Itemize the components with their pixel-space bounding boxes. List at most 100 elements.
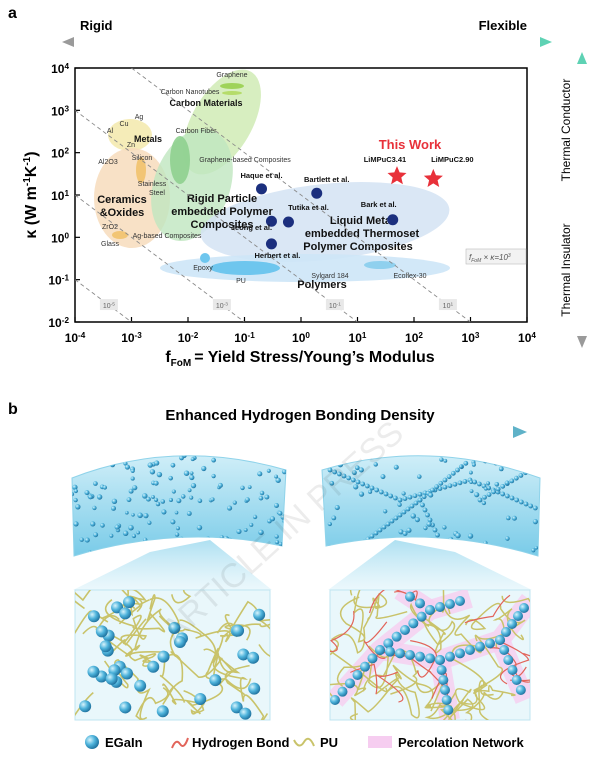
egain-sphere: [507, 665, 518, 675]
pu-chain: [353, 592, 408, 620]
egain-dot: [474, 492, 480, 498]
egain-dot: [147, 520, 152, 525]
egain-dot: [528, 503, 534, 509]
egain-dot: [142, 493, 148, 499]
egain-dot: [93, 532, 99, 538]
egain-sphere: [455, 596, 465, 606]
pu-chain: [105, 594, 166, 633]
egain-sphere: [345, 678, 355, 689]
legend-label: Percolation Network: [398, 735, 524, 750]
egain-dot: [377, 527, 383, 533]
region-label: Glass: [101, 241, 119, 248]
egain-dot: [397, 512, 403, 518]
egain-sphere: [119, 701, 132, 714]
y-axis-label: κ (W m-1K-1): [22, 151, 40, 238]
egain-dot: [257, 471, 263, 477]
point-label: Herbert et al.: [255, 251, 301, 260]
pu-chain: [465, 719, 467, 720]
egain-sphere: [425, 653, 435, 664]
egain-dot: [226, 505, 233, 511]
region-label: Carbon Fiber: [176, 128, 218, 135]
region-label: Al2O3: [98, 159, 118, 166]
egain-dot: [469, 489, 474, 494]
egain-sphere: [120, 667, 133, 680]
egain-sphere: [230, 701, 243, 714]
egain-dot: [447, 483, 453, 489]
egain-dot: [249, 451, 254, 456]
egain-sphere: [415, 651, 425, 662]
egain-dot: [128, 488, 134, 494]
egain-dot: [494, 481, 500, 487]
egain-dot: [380, 474, 386, 480]
egain-dot: [126, 497, 132, 503]
egain-dot: [427, 517, 433, 523]
pu-chain: [129, 651, 162, 667]
egain-dot: [485, 481, 491, 486]
pu-chain: [410, 640, 438, 678]
egain-dot: [160, 499, 166, 504]
egain-dot: [500, 483, 506, 489]
egain-sphere: [79, 700, 92, 713]
egain-dot: [240, 485, 245, 491]
legend-label: EGaIn: [105, 735, 143, 750]
egain-sphere: [425, 605, 435, 615]
egain-dot: [332, 469, 338, 475]
region-label: Graphene: [216, 72, 247, 79]
iso-label: 101: [443, 302, 454, 310]
egain-sphere: [405, 591, 415, 602]
egain-sphere: [209, 674, 222, 687]
egain-dot: [450, 470, 456, 476]
egain-dot: [346, 475, 352, 481]
egain-dot: [511, 515, 517, 521]
egain-dot: [88, 494, 93, 500]
egain-dot: [145, 496, 151, 502]
egain-dot: [176, 498, 182, 504]
egain-dot: [149, 469, 156, 475]
pu-chain: [108, 614, 147, 657]
egain-dot: [170, 519, 176, 525]
egain-dot: [274, 502, 279, 508]
egain-dot: [458, 550, 462, 554]
region-label: Steel: [149, 190, 165, 197]
axis-side-label: Thermal Insulator: [559, 223, 573, 316]
egain-dot: [136, 530, 140, 535]
egain-dot: [153, 497, 159, 502]
egain-dot: [369, 533, 375, 539]
egain-dot: [482, 494, 487, 500]
iso-legend-part: f: [469, 253, 472, 262]
egain-dot: [412, 493, 418, 499]
egain-dot: [274, 539, 280, 545]
egain-dot: [179, 536, 184, 542]
egain-sphere: [455, 648, 465, 659]
egain-sphere: [87, 610, 100, 623]
x-axis-label-part: f: [165, 349, 171, 366]
egain-dot: [156, 544, 162, 549]
egain-sphere: [95, 625, 108, 638]
egain-dot: [232, 500, 237, 505]
egain-dot: [534, 545, 539, 550]
egain-dot: [341, 473, 347, 479]
egain-dot: [237, 444, 242, 449]
egain-dot: [505, 536, 510, 541]
egain-dot: [414, 517, 420, 523]
egain-dot: [92, 457, 97, 462]
egain-dot: [401, 509, 407, 515]
egain-dot: [532, 505, 538, 511]
egain-dot: [174, 510, 179, 515]
egain-dot: [406, 527, 412, 533]
pu-chain: [464, 594, 511, 624]
x-tick-label: 10-4: [65, 331, 86, 345]
region-label: embedded Thermoset: [305, 228, 420, 240]
egain-dot: [483, 540, 488, 546]
y-axis-label-part: -1: [22, 156, 33, 165]
egain-dot: [96, 494, 103, 500]
egain-dot: [275, 477, 281, 483]
egain-sphere: [360, 661, 370, 672]
egain-sphere: [438, 675, 449, 685]
y-tick-label: 101: [51, 189, 69, 203]
point: [423, 168, 443, 187]
egain-dot: [407, 494, 413, 500]
egain-dot: [142, 537, 148, 543]
egain-dot: [154, 460, 160, 466]
pu-chain: [75, 590, 143, 613]
